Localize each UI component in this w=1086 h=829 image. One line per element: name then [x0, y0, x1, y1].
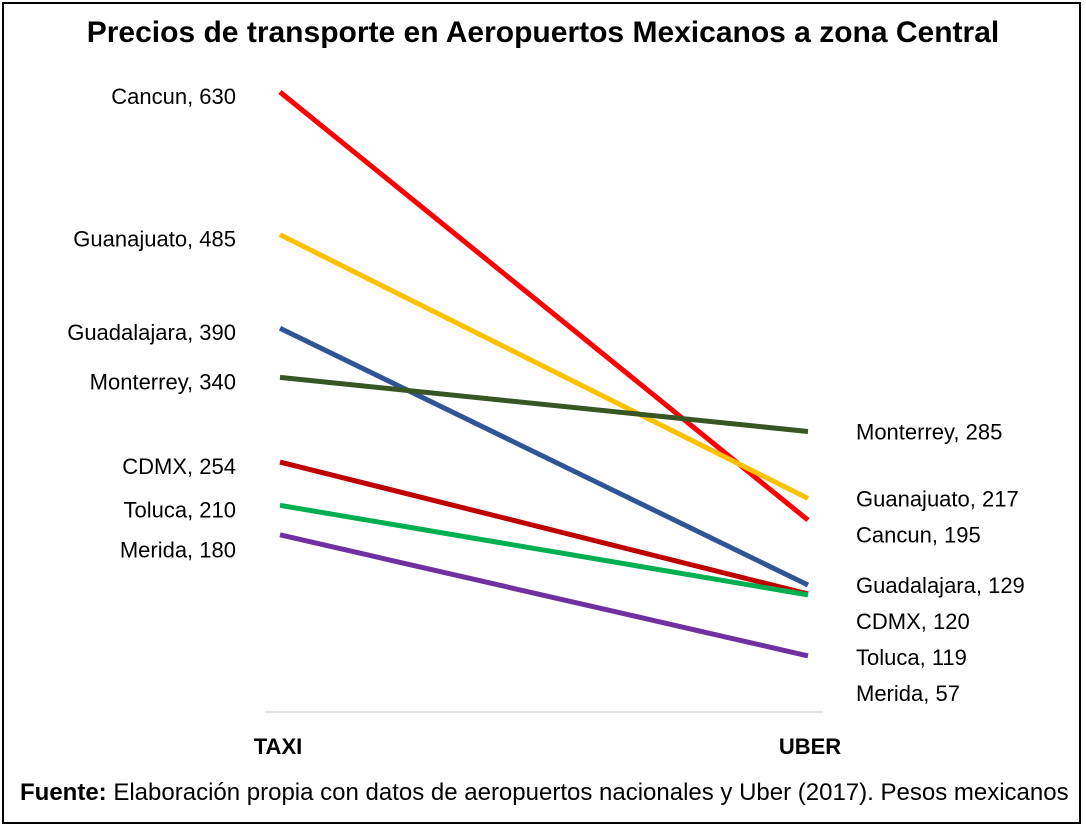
data-label-taxi-cdmx: CDMX, 254 [122, 454, 236, 479]
data-label-taxi-guanajuato: Guanajuato, 485 [73, 227, 236, 252]
data-label-uber-toluca: Toluca, 119 [856, 645, 967, 670]
series-line-merida [279, 532, 809, 659]
data-label-taxi-merida: Merida, 180 [120, 537, 236, 562]
data-label-taxi-cancun: Cancun, 630 [111, 84, 236, 109]
x-tick-label-taxi: TAXI [254, 734, 302, 759]
series-line-monterrey [279, 374, 809, 435]
series-line-cancun [278, 90, 810, 523]
series-line-guadalajara [278, 325, 810, 588]
source-text: Elaboración propia con datos de aeropuer… [106, 779, 1069, 806]
data-label-uber-cdmx: CDMX, 120 [856, 609, 970, 634]
series-line-guanajuato [278, 232, 810, 501]
data-label-uber-merida: Merida, 57 [856, 681, 960, 706]
source-note: Fuente: Elaboración propia con datos de … [20, 779, 1069, 807]
x-tick-label-uber: UBER [779, 734, 841, 759]
data-label-taxi-toluca: Toluca, 210 [123, 497, 236, 522]
chart-title: Precios de transporte en Aeropuertos Mex… [86, 16, 1000, 49]
series-line-toluca [279, 502, 809, 598]
data-label-taxi-monterrey: Monterrey, 340 [90, 369, 236, 394]
source-label: Fuente: [20, 779, 107, 806]
series-line-cdmx [279, 459, 809, 597]
data-label-uber-cancun: Cancun, 195 [856, 522, 981, 547]
data-label-uber-monterrey: Monterrey, 285 [856, 420, 1002, 445]
data-label-uber-guanajuato: Guanajuato, 217 [856, 486, 1019, 511]
data-label-taxi-guadalajara: Guadalajara, 390 [67, 320, 236, 345]
data-label-uber-guadalajara: Guadalajara, 129 [856, 573, 1025, 598]
